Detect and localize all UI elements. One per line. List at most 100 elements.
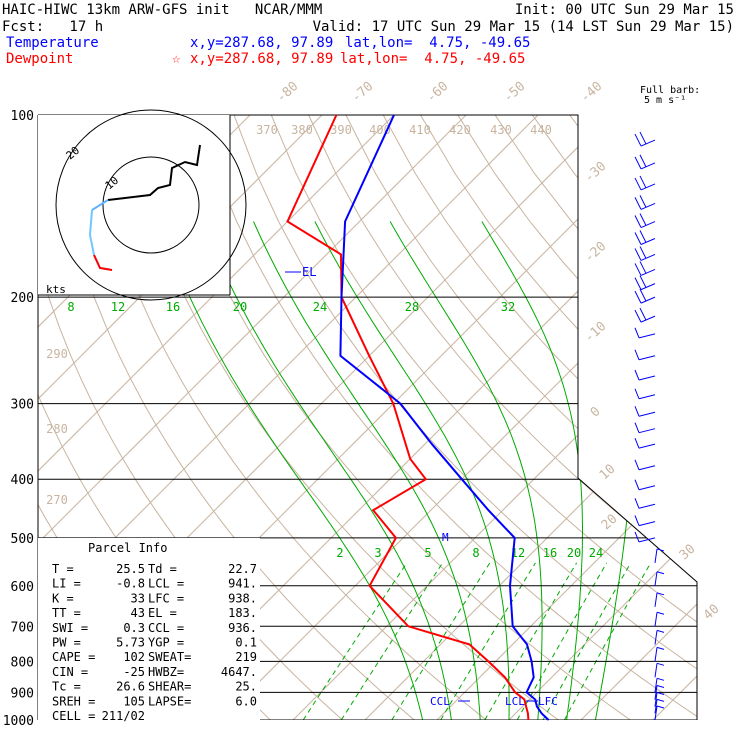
barb-legend-units: 5 m s⁻¹ (644, 95, 687, 106)
pressure-tick-label: 500 (11, 532, 34, 547)
wind-barb (634, 213, 656, 228)
wind-barb (634, 388, 656, 400)
wind-barb (634, 422, 656, 434)
dry-adiabat (643, 115, 697, 720)
moist-adiabat (202, 221, 452, 720)
wind-barb (654, 662, 665, 678)
mixing-ratio-label: 16 (543, 546, 557, 560)
parcel-value: 183. (228, 606, 257, 620)
parcel-value: 211/02 (102, 709, 145, 723)
parcel-label: K = (52, 591, 74, 605)
wind-barb (634, 437, 656, 449)
isotherm-line (567, 115, 697, 720)
dry-adiabat (84, 115, 504, 720)
isotherm-label: -70 (349, 79, 376, 106)
mixing-ratio-label: 24 (589, 546, 603, 560)
forecast-hour: Fcst: 17 h (2, 19, 104, 35)
wind-barb (634, 230, 656, 245)
isotherm-label: 0 (588, 404, 604, 420)
dewpoint-xy: x,y=287.68, 97.89 (190, 51, 334, 67)
valid-time: Valid: 17 UTC Sun 29 Mar 15 (14 LST Sun … (312, 19, 734, 35)
isotherm-label: -60 (424, 79, 451, 106)
hodograph: 20 10 kts (38, 109, 247, 301)
hodograph-trace-surface (93, 254, 113, 271)
parcel-label: CELL = (52, 709, 95, 723)
mixing-ratio-label: 16 (166, 300, 180, 314)
hodograph-trace-upper (107, 144, 201, 201)
temperature-label: Temperature (6, 35, 99, 51)
dry-adiabat (569, 115, 697, 720)
parcel-value: 219 (235, 650, 257, 664)
pressure-tick-label: 100 (11, 109, 34, 124)
isotherm-line (639, 115, 697, 720)
mixing-ratio-label: 20 (567, 546, 581, 560)
dry-adiabat (233, 115, 697, 720)
wind-barb (634, 531, 656, 543)
isotherm-label: -50 (501, 79, 528, 106)
parcel-row: K = 33 LFC = 938. (52, 591, 257, 605)
parcel-label: SWEAT= (148, 650, 191, 664)
mixing-ratio-label: 24 (313, 300, 327, 314)
parcel-info-title: Parcel Info (88, 541, 167, 555)
dry-adiabat (158, 115, 650, 720)
mixing-ratio-line (340, 562, 444, 720)
parcel-label: CIN = (52, 665, 88, 679)
isotherm-label: -20 (582, 239, 609, 266)
theta-label: 270 (46, 493, 68, 507)
el-annotation: EL (302, 265, 316, 279)
parcel-row: TT = 43 EL = 183. (52, 606, 257, 620)
dry-adiabat (606, 115, 697, 720)
isotherm-label: 40 (701, 602, 723, 624)
mixing-ratio-label: 28 (405, 300, 419, 314)
parcel-label: Td = (148, 562, 177, 576)
pressure-tick-label: 300 (11, 398, 34, 413)
moist-adiabat (389, 221, 543, 720)
wind-barbs (634, 131, 665, 721)
theta-label: 390 (330, 123, 352, 137)
wind-barb (634, 459, 656, 471)
wind-barb (654, 685, 665, 700)
parcel-label: TT = (52, 606, 81, 620)
parcel-value: -0.8 (116, 577, 145, 591)
theta-label: 380 (291, 123, 313, 137)
temperature-latlon: lat,lon= 4.75, -49.65 (345, 35, 531, 51)
temperature-xy: x,y=287.68, 97.89 (190, 35, 334, 51)
parcel-label: LI = (52, 577, 81, 591)
dry-adiabat (457, 115, 697, 720)
ccl-annotation: CCL (430, 695, 450, 708)
wind-barb (654, 629, 665, 645)
mixing-ratio-label: 8 (67, 300, 74, 314)
mixing-ratio-line (440, 562, 536, 720)
isotherm-line (279, 115, 697, 720)
parcel-row: T = 25.5 Td = 22.7 (52, 562, 257, 576)
moist-adiabat (159, 221, 424, 720)
wind-barb (654, 571, 665, 586)
pressure-tick-label: 600 (11, 580, 34, 595)
wind-barb (654, 548, 665, 563)
parcel-value: 22.7 (228, 562, 257, 576)
parcel-row: CIN = -25 HWBZ= 4647. (52, 665, 257, 679)
isotherm-label: -30 (582, 159, 609, 186)
dry-adiabat (531, 115, 697, 720)
mixing-ratio-label: 5 (424, 546, 431, 560)
pressure-tick-label: 900 (11, 686, 34, 701)
isotherm-line (38, 115, 525, 720)
parcel-value: 0.1 (235, 636, 257, 650)
wind-barb (634, 307, 656, 323)
parcel-label: SREH = (52, 694, 95, 708)
pressure-tick-labels: 100 200 300 400 500 600 700 800 900 1000 (3, 109, 34, 729)
mixing-ratio-label: 8 (472, 546, 479, 560)
parcel-label: CCL = (148, 621, 184, 635)
wind-barb (654, 592, 665, 607)
theta-label: 410 (409, 123, 431, 137)
pressure-tick-label: 700 (11, 620, 34, 635)
parcel-row: SWI = 0.3 CCL = 936. (52, 621, 257, 635)
parcel-value: 102 (123, 650, 145, 664)
wind-barb (634, 154, 656, 170)
isotherm-line (495, 115, 697, 720)
parcel-row: CELL = 211/02 (52, 709, 145, 723)
temperature-line (339, 114, 550, 721)
mixing-ratio-lines (302, 562, 652, 720)
dry-adiabat (681, 115, 697, 720)
